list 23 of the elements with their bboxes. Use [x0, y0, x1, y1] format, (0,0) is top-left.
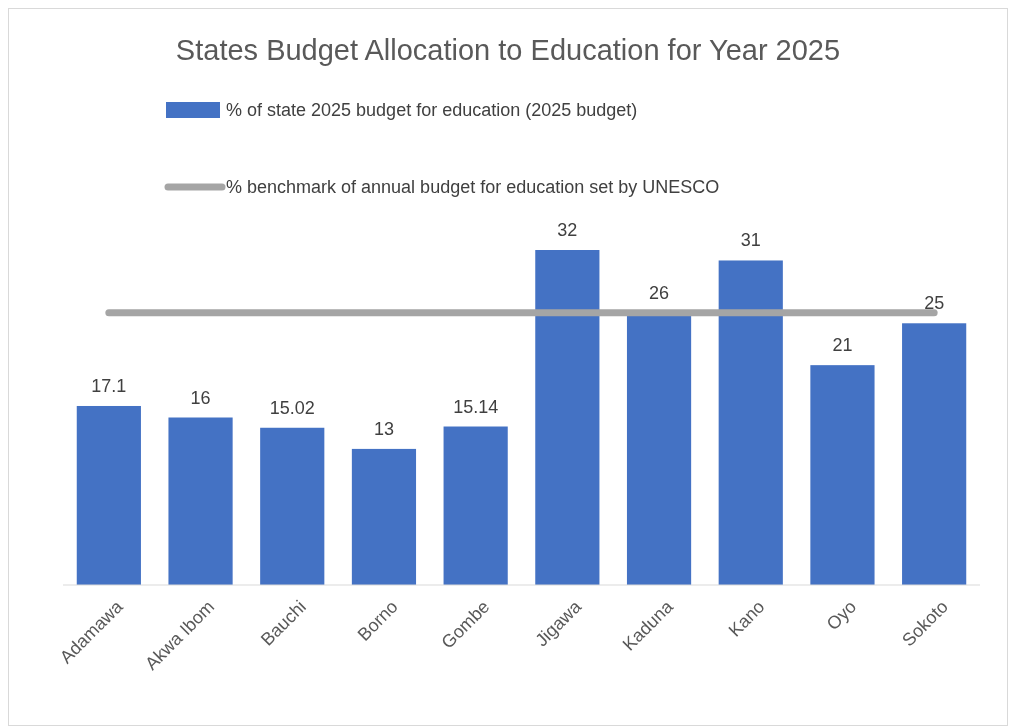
- bar: [902, 323, 967, 585]
- bar: [168, 417, 233, 585]
- bar: [76, 405, 141, 585]
- chart-title: States Budget Allocation to Education for Year 2025: [175, 34, 841, 66]
- data-label: 25: [924, 293, 945, 314]
- bar: [718, 260, 783, 585]
- data-label: 26: [649, 282, 670, 303]
- bar: [810, 365, 875, 585]
- bar: [260, 427, 325, 585]
- bar: [443, 426, 508, 585]
- data-label: 17.1: [91, 375, 127, 396]
- data-label: 32: [557, 220, 578, 240]
- bar: [351, 448, 417, 585]
- data-label: 31: [740, 230, 761, 251]
- bar: [535, 250, 600, 585]
- legend-label: % of state 2025 budget for education (2025 budget): [226, 100, 638, 120]
- data-label: 13: [373, 418, 394, 439]
- legend-label: % benchmark of annual budget for education set by UNESCO: [226, 177, 720, 197]
- x-tick-label: Oyo: [822, 596, 861, 635]
- data-label: 16: [190, 387, 211, 408]
- data-label: 15.14: [453, 396, 499, 417]
- data-label: 21: [832, 335, 853, 356]
- data-label: 15.02: [269, 397, 315, 418]
